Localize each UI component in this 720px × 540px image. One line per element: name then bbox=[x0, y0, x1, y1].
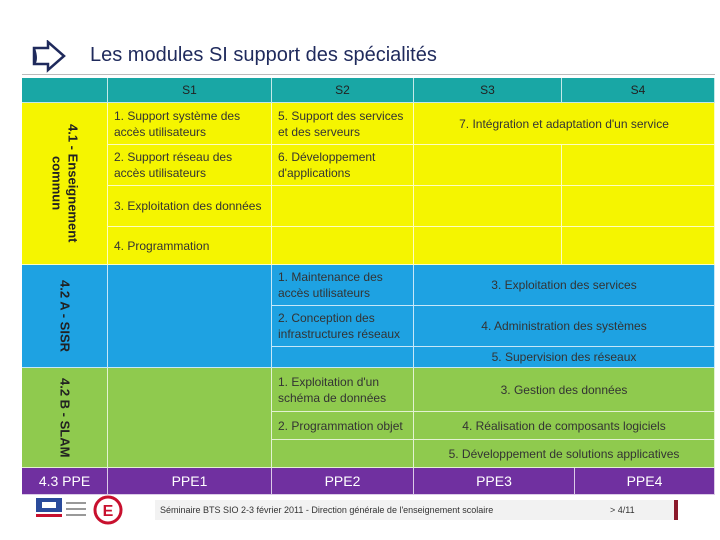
table-cell: 4. Programmation bbox=[108, 227, 272, 265]
empty-cell bbox=[272, 440, 414, 468]
table-cell: 1. Exploitation d'un schéma de données bbox=[272, 368, 414, 412]
table-cell: 1. Maintenance des accès utilisateurs bbox=[272, 265, 414, 306]
title-rule bbox=[22, 74, 715, 75]
table-cell: 2. Support réseau des accès utilisateurs bbox=[108, 145, 272, 186]
empty-cell bbox=[562, 145, 715, 186]
table-cell: 4. Administration des systèmes bbox=[414, 306, 715, 347]
empty-cell bbox=[562, 227, 715, 265]
table-cell: 2. Conception des infrastructures réseau… bbox=[272, 306, 414, 347]
table-cell: 7. Intégration et adaptation d'un servic… bbox=[414, 103, 715, 145]
ppe-item: PPE4 bbox=[575, 468, 715, 495]
table-cell: 3. Exploitation des données bbox=[108, 186, 272, 227]
column-header: S3 bbox=[414, 78, 562, 103]
empty-cell bbox=[272, 227, 414, 265]
column-header: S2 bbox=[272, 78, 414, 103]
footer-bar bbox=[155, 500, 678, 520]
empty-cell bbox=[108, 265, 272, 368]
empty-cell bbox=[22, 78, 108, 103]
ppe-item: PPE2 bbox=[272, 468, 414, 495]
table-cell: 5. Support des services et des serveurs bbox=[272, 103, 414, 145]
svg-text:E: E bbox=[103, 503, 114, 520]
empty-cell bbox=[414, 186, 562, 227]
empty-cell bbox=[108, 368, 272, 468]
section-label: 4.2 B - SLAM bbox=[22, 368, 108, 468]
title: Les modules SI support des spécialités bbox=[90, 44, 437, 66]
table-cell: 5. Supervision des réseaux bbox=[414, 347, 715, 368]
table-cell: 3. Exploitation des services bbox=[414, 265, 715, 306]
ppe-item: PPE1 bbox=[108, 468, 272, 495]
empty-cell bbox=[414, 227, 562, 265]
table-cell: 5. Développement de solutions applicativ… bbox=[414, 440, 715, 468]
section-label: 4.2 A - SISR bbox=[22, 265, 108, 368]
column-header: S4 bbox=[562, 78, 715, 103]
empty-cell bbox=[414, 145, 562, 186]
logos: E bbox=[36, 495, 123, 525]
page-number: > 4/11 bbox=[610, 505, 635, 515]
table-cell: 3. Gestion des données bbox=[414, 368, 715, 412]
table-cell: 2. Programmation objet bbox=[272, 412, 414, 440]
table-cell: 4. Réalisation de composants logiciels bbox=[414, 412, 715, 440]
table-cell: 6. Développement d'applications bbox=[272, 145, 414, 186]
empty-cell bbox=[272, 186, 414, 227]
column-header: S1 bbox=[108, 78, 272, 103]
table-cell: 1. Support système des accès utilisateur… bbox=[108, 103, 272, 145]
footer-text: Séminaire BTS SIO 2-3 février 2011 - Dir… bbox=[160, 505, 494, 515]
arrow-icon bbox=[32, 40, 66, 73]
ppe-item: PPE3 bbox=[414, 468, 575, 495]
empty-cell bbox=[562, 186, 715, 227]
section-label: 4.1 - Enseignement commun bbox=[22, 103, 108, 265]
ppe-label: 4.3 PPE bbox=[22, 468, 108, 495]
empty-cell bbox=[272, 347, 414, 368]
